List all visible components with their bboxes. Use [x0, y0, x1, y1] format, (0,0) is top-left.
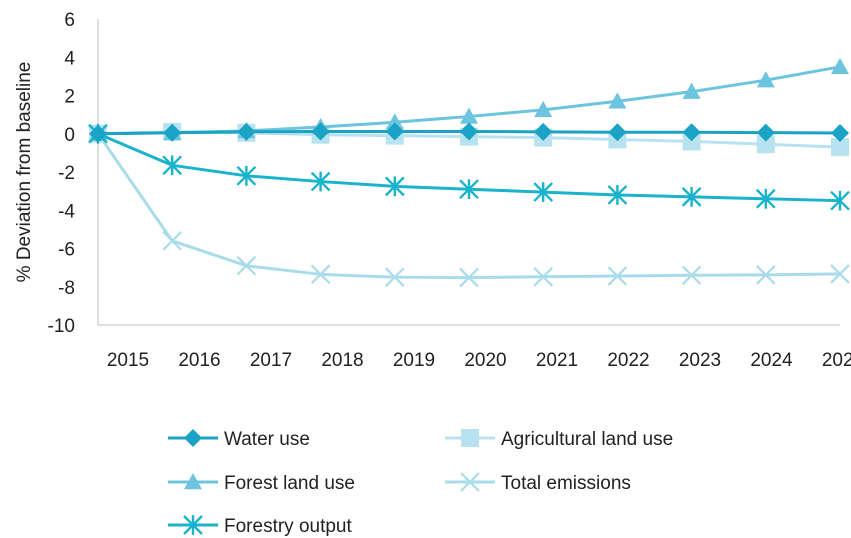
series-total-emissions: [88, 123, 850, 288]
legend-marker: [461, 429, 479, 447]
data-point-water-use: [311, 122, 330, 141]
data-point-forestry-output: [162, 155, 183, 176]
data-point-forestry-output: [459, 179, 479, 200]
data-point-water-use: [385, 122, 404, 141]
data-point-forestry-output: [310, 171, 331, 192]
axes: [97, 19, 840, 326]
x-tick-label: 2022: [607, 350, 649, 371]
data-point-forest-land-use: [385, 113, 404, 130]
x-tick-label: 2018: [321, 350, 363, 371]
y-tick-labels: 6 4 2 0 -2 -4 -6 -8 -10: [48, 10, 76, 337]
series-line-total-emissions: [96, 132, 841, 280]
legend-item-total-emissions: Total emissions: [445, 472, 631, 494]
x-tick-label: 2019: [393, 350, 435, 371]
legend-marker: [184, 473, 202, 490]
data-point-water-use: [89, 124, 107, 143]
y-tick-label: -6: [58, 240, 75, 261]
series-water-use: [89, 122, 849, 143]
data-point-water-use: [237, 122, 256, 141]
legend-label: Forestry output: [224, 516, 352, 537]
data-point-forestry-output: [384, 176, 405, 197]
y-tick-label: 4: [64, 48, 75, 69]
data-point-total-emissions: [830, 264, 850, 284]
data-point-water-use: [756, 123, 775, 142]
data-point-agricultural-land-use: [756, 135, 775, 154]
data-point-water-use: [460, 122, 478, 141]
legend-item-water-use: Water use: [168, 429, 310, 450]
legend-item-forestry-output: Forestry output: [168, 515, 352, 537]
data-point-total-emissions: [385, 267, 405, 287]
x-tick-label: 2023: [679, 350, 721, 371]
data-point-forest-land-use: [460, 107, 478, 124]
legend-marker: [460, 472, 480, 492]
data-point-forestry-output: [681, 186, 702, 207]
legend-label: Total emissions: [501, 473, 631, 494]
legend-item-agricultural-land-use: Agricultural land use: [445, 429, 673, 450]
series-forestry-output: [88, 123, 850, 211]
y-tick-label: 2: [64, 87, 75, 108]
x-tick-label: 2016: [178, 350, 220, 371]
data-point-forest-land-use: [534, 100, 553, 118]
data-point-forestry-output: [607, 185, 628, 205]
x-tick-labels: 2015 2016 2017 2018 2019 2020 2021 2022 2023 2024…: [107, 350, 851, 371]
x-tick-label: 2020: [464, 350, 506, 371]
data-point-agricultural-land-use: [682, 132, 701, 151]
data-point-forest-land-use: [682, 82, 701, 99]
y-tick-label: 6: [64, 10, 75, 31]
legend-item-forest-land-use: Forest land use: [168, 473, 355, 494]
y-axis-title: % Deviation from baseline: [14, 62, 35, 283]
legend-marker: [184, 429, 202, 447]
data-point-total-emissions: [533, 267, 553, 287]
data-point-forest-land-use: [831, 57, 849, 75]
y-tick-label: -2: [58, 163, 75, 184]
x-tick-label: 2025: [822, 350, 851, 371]
data-point-total-emissions: [459, 267, 479, 288]
legend-label: Agricultural land use: [501, 429, 673, 450]
data-point-total-emissions: [607, 266, 628, 286]
data-point-water-use: [682, 123, 701, 142]
legend-label: Water use: [224, 429, 310, 450]
legend: Water use Agricultural land use Forest lan…: [168, 429, 673, 537]
data-point-forest-land-use: [608, 92, 627, 109]
x-tick-label: 2021: [536, 350, 578, 371]
x-tick-label: 2017: [250, 350, 292, 371]
data-point-water-use: [163, 123, 182, 142]
data-point-total-emissions: [756, 265, 776, 285]
data-point-forestry-output: [236, 165, 257, 186]
x-tick-label: 2015: [107, 350, 149, 371]
legend-marker: [183, 515, 203, 535]
y-tick-label: -8: [58, 278, 75, 299]
data-point-agricultural-land-use: [831, 138, 849, 157]
data-point-forestry-output: [755, 188, 776, 209]
data-point-total-emissions: [310, 264, 331, 285]
data-point-water-use: [608, 123, 627, 142]
data-point-water-use: [831, 123, 849, 142]
y-tick-label: -10: [48, 316, 75, 337]
data-point-total-emissions: [236, 255, 257, 276]
data-point-forestry-output: [830, 190, 850, 211]
legend-label: Forest land use: [224, 473, 355, 494]
data-point-forest-land-use: [756, 71, 775, 88]
data-point-total-emissions: [681, 265, 702, 286]
data-point-water-use: [534, 122, 553, 141]
data-point-total-emissions: [162, 231, 182, 251]
y-tick-label: 0: [64, 125, 75, 146]
data-point-forestry-output: [533, 182, 554, 202]
y-tick-label: -4: [58, 201, 75, 222]
series-group: [88, 57, 850, 288]
x-tick-label: 2024: [750, 350, 793, 371]
